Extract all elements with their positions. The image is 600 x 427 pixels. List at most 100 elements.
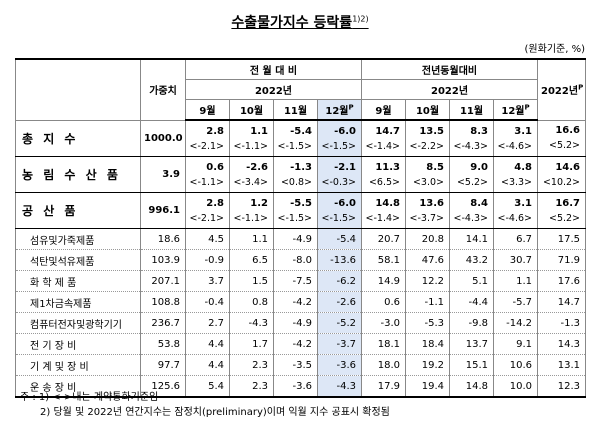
value-cell: 19.4 (405, 375, 450, 398)
row-label: 전 기 장 비 (15, 333, 141, 355)
annual-header: 2022년P (537, 58, 587, 121)
contract-value: <5.2> (456, 176, 488, 188)
value-cell: 8.5 <3.0> (405, 156, 450, 193)
value-cell: 17.5 (537, 228, 587, 250)
value: 14.8 (375, 197, 400, 209)
value: 13.6 (419, 197, 444, 209)
value-cell: 1.2 <-1.1> (229, 192, 274, 229)
value-cell: -3.0 (361, 312, 406, 334)
value-cell: -4.2 (273, 291, 318, 313)
value-cell: -4.9 (273, 228, 318, 250)
header-row: 9월 10월 11월 12월P 9월 10월 11월 12월P (16, 99, 586, 121)
value: 4.8 (514, 161, 533, 173)
value-cell: 10.6 (492, 354, 539, 376)
value-cell: 14.7 (537, 291, 587, 313)
value-cell: -4.2 (273, 333, 318, 355)
group-header: 전 월 대 비 (185, 58, 362, 80)
value-cell: 18.1 (361, 333, 406, 355)
note: 주 : 1) < >내는 계약통화기준임 (20, 392, 159, 403)
value-cell: 2.3 (229, 375, 274, 398)
value: 14.6 (555, 161, 581, 173)
major-row: 총 지 수 1000.0 2.8 <-2.1> 1.1 <-1.1> -5.4 <-1.5> -… (15, 119, 587, 157)
value-cell: 30.7 (492, 249, 539, 271)
value: 1.2 (250, 197, 268, 209)
value: 16.7 (555, 197, 581, 209)
header-text: 9월 (199, 106, 216, 117)
value: 16.6 (555, 125, 581, 137)
contract-value: <-1.1> (233, 140, 268, 152)
value: 2.8 (206, 197, 224, 209)
value-cell: 1.7 (229, 333, 274, 355)
major-row: 농 림 수 산 품 3.9 0.6 <-1.1> -2.6 <-3.4> -1.3 <0.8>… (15, 156, 587, 193)
minor-row: 석탄및석유제품 103.9 -0.9 6.5 -8.0 -13.6 58.1 47.6 43.2… (15, 249, 587, 271)
value-cell: 20.7 (361, 228, 406, 250)
value-cell: -14.2 (492, 312, 539, 334)
value-cell: 8.4 <-4.3> (449, 192, 494, 229)
value-cell: 14.7 <-1.4> (361, 119, 406, 157)
weight-cell: 1000.0 (140, 119, 186, 157)
unit: (원화기준, %) (524, 44, 585, 55)
value-cell: -5.3 (405, 312, 450, 334)
title-note: 1)2) (352, 14, 369, 24)
header-text: 11월 (283, 106, 308, 117)
contract-value: <-2.1> (189, 140, 224, 152)
month-header: 11월 (273, 99, 318, 121)
value-cell: -0.4 (185, 291, 230, 313)
value-cell: -1.3 (537, 312, 587, 334)
contract-value: <-2.2> (409, 140, 444, 152)
header-row: 가중치 전 월 대 비 전년동월대비 2022년P (15, 58, 587, 121)
value-cell: 14.1 (449, 228, 494, 250)
value: 1.1 (250, 125, 268, 137)
contract-value: <-4.6> (497, 212, 533, 224)
value-cell: 1.1 (229, 228, 274, 250)
minor-row: 기 계 및 장 비 97.7 4.4 2.3 -3.5 -3.6 18.0 19.2 15.1 1… (15, 354, 587, 376)
header-text: 12월 (501, 106, 525, 117)
value: -2.6 (246, 161, 268, 173)
value-cell: 58.1 (361, 249, 406, 271)
contract-value: <-0.3> (321, 176, 356, 188)
contract-value: <-3.7> (409, 212, 444, 224)
contract-value: <-4.3> (453, 212, 488, 224)
contract-value: <-1.1> (189, 176, 224, 188)
weight-cell: 207.1 (140, 270, 186, 292)
value: 14.7 (375, 125, 400, 137)
value-cell: -8.0 (273, 249, 318, 271)
value-cell: 1.5 (229, 270, 274, 292)
title-text: 수출물가지수 등락률 (231, 15, 353, 31)
value-cell: -7.5 (273, 270, 318, 292)
value-cell: 71.9 (537, 249, 587, 271)
row-label: 컴퓨터전자및광학기기 (15, 312, 141, 334)
value-cell: 1.1 (492, 270, 539, 292)
value-cell: 3.1 <-4.6> (492, 192, 539, 229)
value-cell: 15.1 (449, 354, 494, 376)
minor-row: 화 학 제 품 207.1 3.7 1.5 -7.5 -6.2 14.9 12.2 5.1 1.1… (15, 270, 587, 292)
value-cell: 12.2 (405, 270, 450, 292)
value-cell: 14.6 <10.2> (537, 156, 587, 193)
value-cell: 2.8 <-2.1> (185, 119, 230, 157)
value-cell: 1.1 <-1.1> (229, 119, 274, 157)
value: 8.5 (426, 161, 444, 173)
value-cell: 0.6 <-1.1> (185, 156, 230, 193)
value-cell: 16.6 <5.2> (537, 119, 587, 157)
contract-value: <3.0> (412, 176, 444, 188)
weight-cell: 18.6 (140, 228, 186, 250)
value-cell: 47.6 (405, 249, 450, 271)
value-cell: -13.6 (317, 249, 362, 271)
value-cell: -2.1 <-0.3> (317, 156, 362, 193)
minor-row: 제1차금속제품 108.8 -0.4 0.8 -4.2 -2.6 0.6 -1.1 -4.4 -5… (15, 291, 587, 313)
row-label: 기 계 및 장 비 (15, 354, 141, 376)
header-sup: P (578, 83, 584, 92)
value-cell: 2.8 <-2.1> (185, 192, 230, 229)
value-cell: 20.8 (405, 228, 450, 250)
value-cell: -5.4 (317, 228, 362, 250)
value: 3.1 (514, 197, 533, 209)
row-label: 공 산 품 (15, 192, 141, 229)
value-cell: -5.5 <-1.5> (273, 192, 318, 229)
value-cell: 13.5 <-2.2> (405, 119, 450, 157)
value-cell: 4.5 (185, 228, 230, 250)
value-cell: -0.9 (185, 249, 230, 271)
weight-cell: 53.8 (140, 333, 186, 355)
note: 2) 당월 및 2022년 연간지수는 잠정치(preliminary)이며 익… (40, 407, 390, 418)
value: -2.1 (334, 161, 356, 173)
